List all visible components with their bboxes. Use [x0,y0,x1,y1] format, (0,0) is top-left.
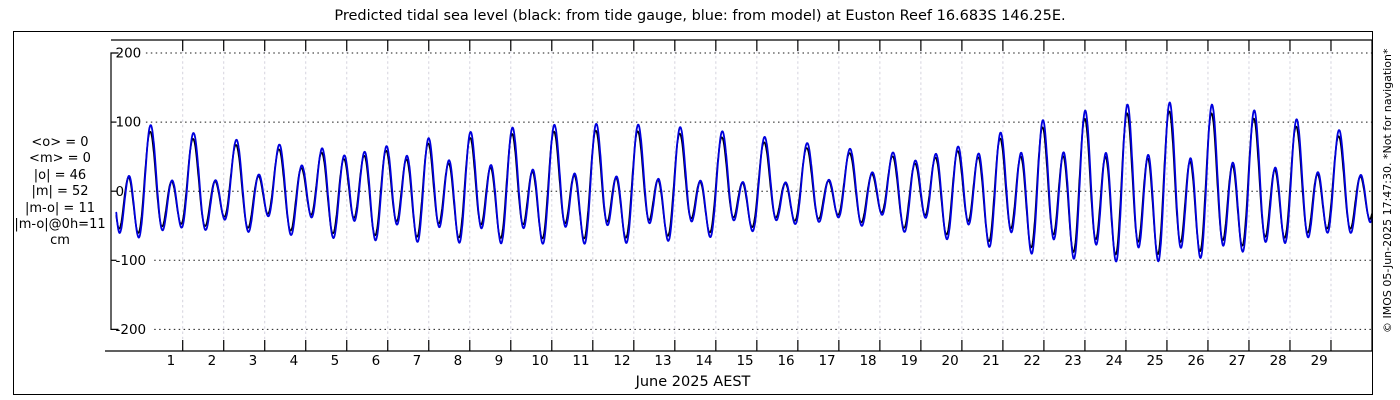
x-tick-label: 26 [1188,353,1205,369]
x-tick-label: 8 [454,353,463,369]
y-tick-label: 100 [116,115,142,131]
y-axis-bracket [110,52,119,330]
x-tick-label: 25 [1147,353,1164,369]
x-tick-label: 14 [695,353,712,369]
stat-line-abs-diff: |m-o| = 11 [24,200,95,216]
x-tick-label: 13 [654,353,671,369]
x-tick-label: 11 [572,353,589,369]
y-tick-label: 0 [116,184,125,200]
x-tick-label: 28 [1270,353,1287,369]
x-tick-label: 5 [331,353,340,369]
x-tick-label: 23 [1065,353,1082,369]
stat-line-mean-model: <m> = 0 [29,151,91,167]
x-tick-label: 21 [983,353,1000,369]
y-tick-label: -200 [116,322,147,338]
x-tick-label: 12 [613,353,630,369]
x-tick-label: 27 [1229,353,1246,369]
x-tick-labels: 1 2 3 4 5 6 7 8 9 10 11 12 13 14 15 16 17 18 19 20 21 22 23 24 2… [167,353,1328,369]
x-tick-label: 17 [818,353,835,369]
x-tick-label: 1 [167,353,176,369]
x-tick-label: 22 [1024,353,1041,369]
y-tick-labels: 200 100 0 -100 -200 [116,46,147,338]
x-tick-label: 15 [736,353,753,369]
day-ticks [182,40,1332,351]
stat-line-abs-model: |m| = 52 [31,184,89,200]
x-tick-label: 18 [859,353,876,369]
y-tick-label: 200 [116,46,142,62]
chart-title: Predicted tidal sea level (black: from t… [334,8,1066,24]
x-tick-label: 9 [495,353,504,369]
x-tick-label: 2 [208,353,217,369]
stats-block: <o> = 0 <m> = 0 |o| = 46 |m| = 52 |m-o| … [8,135,112,250]
y-tick-label: -100 [116,253,147,269]
imos-watermark: © IMOS 05-Jun-2025 17:47:30. *Not for na… [1381,48,1394,333]
x-tick-label: 20 [941,353,958,369]
stat-line-diff-0h: |m-o|@0h=11 [14,217,106,233]
x-tick-label: 3 [249,353,258,369]
x-tick-label: 4 [290,353,299,369]
model-series [115,101,1373,263]
x-tick-label: 6 [372,353,381,369]
x-tick-label: 24 [1106,353,1123,369]
plot-frame [105,39,1373,352]
x-tick-label: 19 [900,353,917,369]
stat-units-label: cm [50,233,70,249]
stat-line-mean-obs: <o> = 0 [31,135,89,150]
level-gridlines [129,52,1372,330]
x-axis-label: June 2025 AEST [635,374,751,390]
day-gridlines [182,40,1332,351]
x-tick-label: 7 [413,353,422,369]
x-tick-label: 16 [777,353,794,369]
stat-line-abs-obs: |o| = 46 [33,167,87,183]
x-tick-label: 29 [1311,353,1328,369]
x-tick-label: 10 [531,353,548,369]
